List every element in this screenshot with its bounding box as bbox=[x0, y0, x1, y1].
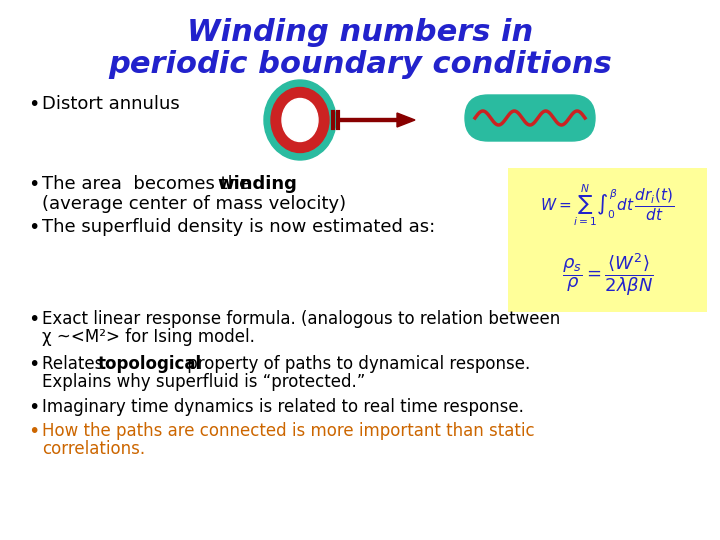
Text: periodic boundary conditions: periodic boundary conditions bbox=[108, 50, 612, 79]
Text: •: • bbox=[28, 175, 40, 194]
Text: •: • bbox=[28, 422, 40, 441]
Text: •: • bbox=[28, 95, 40, 114]
Text: property of paths to dynamical response.: property of paths to dynamical response. bbox=[182, 355, 530, 373]
Text: topological: topological bbox=[98, 355, 202, 373]
Text: •: • bbox=[28, 355, 40, 374]
Text: $\dfrac{\rho_s}{\rho} = \dfrac{\langle W^2 \rangle}{2\lambda\beta N}$: $\dfrac{\rho_s}{\rho} = \dfrac{\langle W… bbox=[562, 252, 654, 299]
Text: Winding numbers in: Winding numbers in bbox=[187, 18, 533, 47]
Text: Imaginary time dynamics is related to real time response.: Imaginary time dynamics is related to re… bbox=[42, 398, 524, 416]
Text: Explains why superfluid is “protected.”: Explains why superfluid is “protected.” bbox=[42, 373, 365, 391]
Text: •: • bbox=[28, 398, 40, 417]
Text: $W = \sum_{i=1}^{N} \int_0^{\beta} dt\, \dfrac{dr_i(t)}{dt}$: $W = \sum_{i=1}^{N} \int_0^{\beta} dt\, … bbox=[541, 182, 675, 228]
Text: (average center of mass velocity): (average center of mass velocity) bbox=[42, 195, 346, 213]
FancyBboxPatch shape bbox=[508, 238, 707, 312]
Ellipse shape bbox=[282, 98, 318, 141]
Text: winding: winding bbox=[217, 175, 297, 193]
Text: How the paths are connected is more important than static: How the paths are connected is more impo… bbox=[42, 422, 535, 440]
Text: •: • bbox=[28, 218, 40, 237]
Ellipse shape bbox=[271, 87, 329, 152]
FancyArrow shape bbox=[340, 113, 415, 127]
Text: The superfluid density is now estimated as:: The superfluid density is now estimated … bbox=[42, 218, 436, 236]
FancyBboxPatch shape bbox=[508, 168, 707, 242]
FancyBboxPatch shape bbox=[465, 95, 595, 141]
Text: •: • bbox=[28, 310, 40, 329]
Text: Exact linear response formula. (analogous to relation between: Exact linear response formula. (analogou… bbox=[42, 310, 560, 328]
Text: Relates: Relates bbox=[42, 355, 109, 373]
Text: Distort annulus: Distort annulus bbox=[42, 95, 180, 113]
Ellipse shape bbox=[264, 80, 336, 160]
Text: The area  becomes the: The area becomes the bbox=[42, 175, 256, 193]
Text: χ ~<M²> for Ising model.: χ ~<M²> for Ising model. bbox=[42, 328, 255, 346]
Text: correlations.: correlations. bbox=[42, 440, 145, 458]
